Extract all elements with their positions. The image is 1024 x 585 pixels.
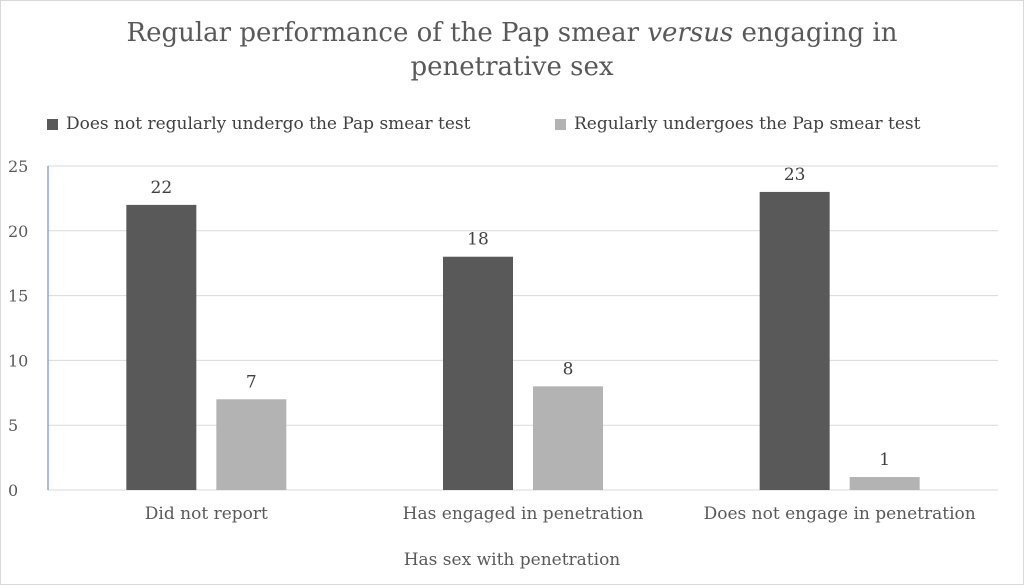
chart-title-line1: Regular performance of the Pap smear ver…	[0, 16, 1024, 50]
legend-swatch-series-1	[47, 118, 58, 130]
data-label-s1-c1: 22	[151, 178, 173, 198]
x-axis-title: Has sex with penetration	[404, 550, 621, 570]
legend-swatch-series-2	[555, 118, 566, 130]
chart-title-part1: Regular performance of the Pap smear	[126, 18, 648, 48]
y-tick-label-0: 0	[8, 481, 18, 500]
bar-s2-c3	[849, 477, 920, 490]
data-label-s1-c2: 18	[467, 230, 489, 250]
data-label-s2-c3: 1	[879, 450, 890, 470]
x-tick-label-2: Has engaged in penetration	[403, 504, 644, 524]
legend-label-series-1: Does not regularly undergo the Pap smear…	[66, 114, 471, 134]
y-tick-label-15: 15	[8, 287, 28, 306]
chart-title-line2: penetrative sex	[410, 52, 614, 82]
x-tick-label-3: Does not engage in penetration	[704, 504, 976, 524]
bar-s2-c2	[533, 386, 603, 490]
bar-s1-c2	[443, 256, 513, 490]
bar-s1-c3	[759, 191, 830, 491]
legend-item-series-1: Does not regularly undergo the Pap smear…	[47, 114, 470, 134]
chart-title-part3: engaging in	[733, 18, 898, 48]
bar-s2-c1	[216, 399, 287, 490]
bar-s1-c1	[126, 204, 197, 490]
y-tick-label-5: 5	[8, 416, 18, 435]
y-tick-label-25: 25	[8, 157, 28, 176]
legend-item-series-2: Regularly undergoes the Pap smear test	[555, 114, 920, 134]
data-label-s2-c2: 8	[563, 359, 574, 379]
chart-legend: Does not regularly undergo the Pap smear…	[0, 114, 1024, 138]
y-tick-label-10: 10	[8, 351, 28, 370]
data-label-s2-c1: 7	[246, 372, 257, 392]
data-label-s1-c3: 23	[784, 165, 806, 185]
x-tick-label-1: Did not report	[145, 504, 268, 524]
y-tick-label-20: 20	[8, 222, 28, 241]
chart-title: Regular performance of the Pap smear ver…	[0, 16, 1024, 84]
chart-title-italic: versus	[647, 18, 734, 48]
legend-label-series-2: Regularly undergoes the Pap smear test	[574, 114, 921, 134]
